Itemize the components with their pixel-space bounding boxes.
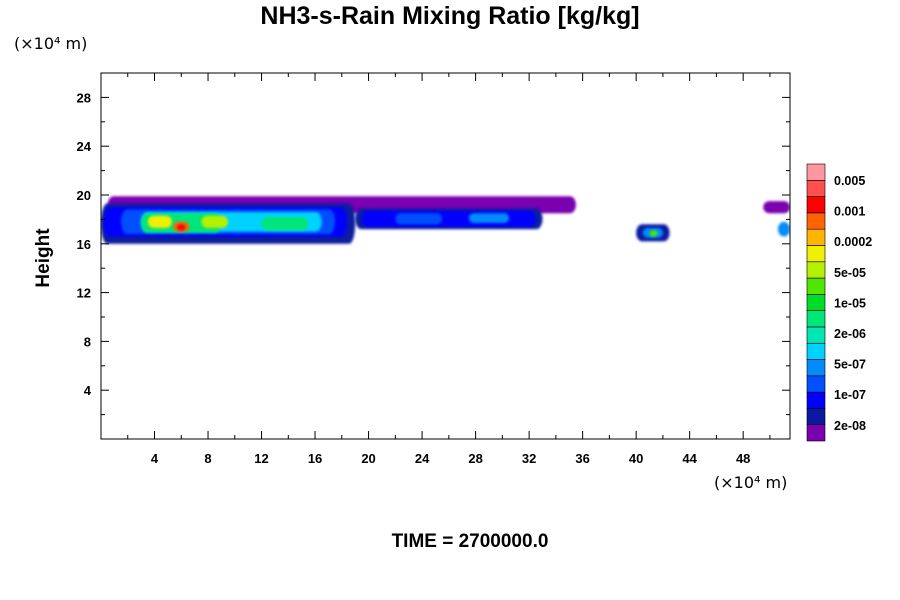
colorbar-swatch: [806, 359, 826, 377]
colorbar-label: 0.005: [834, 174, 865, 188]
colorbar-swatch: [806, 424, 826, 442]
y-tick-label: 12: [77, 286, 91, 301]
colorbar-swatch: [806, 342, 826, 360]
y-tick-label: 16: [77, 237, 91, 252]
colorbar-label: 5e-05: [834, 266, 866, 280]
colorbar-swatch: [806, 163, 826, 181]
colorbar-swatch: [806, 179, 826, 197]
contour-region-11: [147, 215, 172, 228]
x-tick-label: 40: [629, 451, 643, 466]
colorbar-label: 1e-05: [834, 296, 866, 310]
colorbar-swatch: [806, 196, 826, 214]
x-tick-label: 20: [361, 451, 375, 466]
colorbar-label: 2e-06: [834, 327, 866, 341]
colorbar-swatch: [806, 245, 826, 263]
colorbar-swatch: [806, 326, 826, 344]
chart-title: NH3-s-Rain Mixing Ratio [kg/kg]: [260, 2, 640, 30]
colorbar-swatch: [806, 228, 826, 246]
x-axis-unit: (×10⁴ m): [714, 473, 788, 492]
time-label: TIME = 2700000.0: [391, 531, 549, 552]
y-tick-label: 8: [84, 334, 91, 349]
colorbar-swatch: [806, 310, 826, 328]
y-axis-label: Height: [33, 228, 54, 288]
y-tick-label: 24: [77, 139, 92, 154]
contour-region-19: [777, 221, 790, 237]
contour-fill-layer: [101, 196, 790, 244]
colorbar-label: 1e-07: [834, 388, 866, 402]
colorbar-label: 0.001: [834, 205, 865, 219]
plot-frame: [100, 72, 791, 440]
contour-region-4: [361, 210, 536, 227]
colorbar-label: 0.0002: [834, 235, 872, 249]
colorbar: 0.005 0.001 0.0002 5e-05 1e-05 2e-06 5e-07 1e-0…: [806, 163, 872, 442]
y-tick-label: 4: [84, 383, 92, 398]
y-axis-unit: (×10⁴ m): [14, 34, 88, 53]
colorbar-swatch: [806, 212, 826, 230]
contour-region-17: [649, 230, 658, 237]
colorbar-swatch: [806, 375, 826, 393]
contour-region-6: [395, 213, 443, 225]
colorbar-label: 5e-07: [834, 358, 866, 372]
contour-region-7: [468, 213, 510, 224]
y-tick-label: 28: [77, 90, 91, 105]
colorbar-swatch: [806, 277, 826, 295]
x-tick-label: 12: [254, 451, 268, 466]
contour-region-10: [261, 216, 309, 231]
contour-region-18: [763, 201, 790, 214]
contour-region-12: [201, 215, 229, 228]
colorbar-swatch: [806, 391, 826, 409]
x-tick-label: 48: [736, 451, 750, 466]
x-tick-label: 8: [204, 451, 211, 466]
x-tick-label: 4: [151, 451, 159, 466]
colorbar-swatch: [806, 408, 826, 426]
colorbar-swatch: [806, 294, 826, 311]
contour-region-14: [177, 224, 186, 231]
x-tick-label: 16: [308, 451, 322, 466]
x-tick-label: 36: [575, 451, 589, 466]
x-tick-label: 32: [522, 451, 536, 466]
colorbar-swatch: [806, 261, 826, 279]
y-tick-label: 20: [77, 188, 91, 203]
x-tick-label: 24: [415, 451, 430, 466]
x-tick-label: 44: [682, 451, 697, 466]
colorbar-label: 2e-08: [834, 419, 866, 433]
x-tick-label: 28: [468, 451, 482, 466]
